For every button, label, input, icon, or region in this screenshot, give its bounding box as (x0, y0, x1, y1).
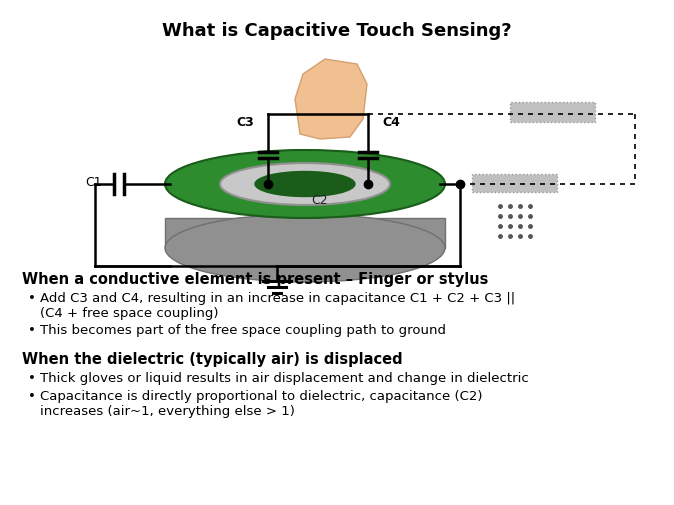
Text: When the dielectric (typically air) is displaced: When the dielectric (typically air) is d… (22, 351, 402, 366)
Text: •: • (28, 389, 36, 402)
Text: •: • (28, 371, 36, 384)
Text: (C4 + free space coupling): (C4 + free space coupling) (40, 307, 218, 319)
Text: C1: C1 (86, 176, 102, 189)
Text: C2: C2 (311, 194, 328, 207)
Text: •: • (28, 291, 36, 305)
Ellipse shape (165, 150, 445, 219)
Text: increases (air~1, everything else > 1): increases (air~1, everything else > 1) (40, 404, 295, 417)
Text: Thick gloves or liquid results in air displacement and change in dielectric: Thick gloves or liquid results in air di… (40, 371, 528, 384)
Polygon shape (165, 219, 445, 248)
Polygon shape (295, 60, 367, 140)
Ellipse shape (220, 164, 390, 206)
FancyBboxPatch shape (472, 175, 557, 192)
Text: C4: C4 (382, 116, 400, 129)
Ellipse shape (255, 172, 355, 197)
Text: When a conductive element is present – Finger or stylus: When a conductive element is present – F… (22, 272, 489, 286)
Text: This becomes part of the free space coupling path to ground: This becomes part of the free space coup… (40, 323, 446, 336)
Text: What is Capacitive Touch Sensing?: What is Capacitive Touch Sensing? (162, 22, 512, 40)
FancyBboxPatch shape (510, 103, 595, 123)
Text: •: • (28, 323, 36, 336)
Text: C3: C3 (237, 116, 254, 129)
Text: Add C3 and C4, resulting in an increase in capacitance C1 + C2 + C3 ||: Add C3 and C4, resulting in an increase … (40, 291, 515, 305)
Ellipse shape (165, 215, 445, 282)
Text: Capacitance is directly proportional to dielectric, capacitance (C2): Capacitance is directly proportional to … (40, 389, 483, 402)
